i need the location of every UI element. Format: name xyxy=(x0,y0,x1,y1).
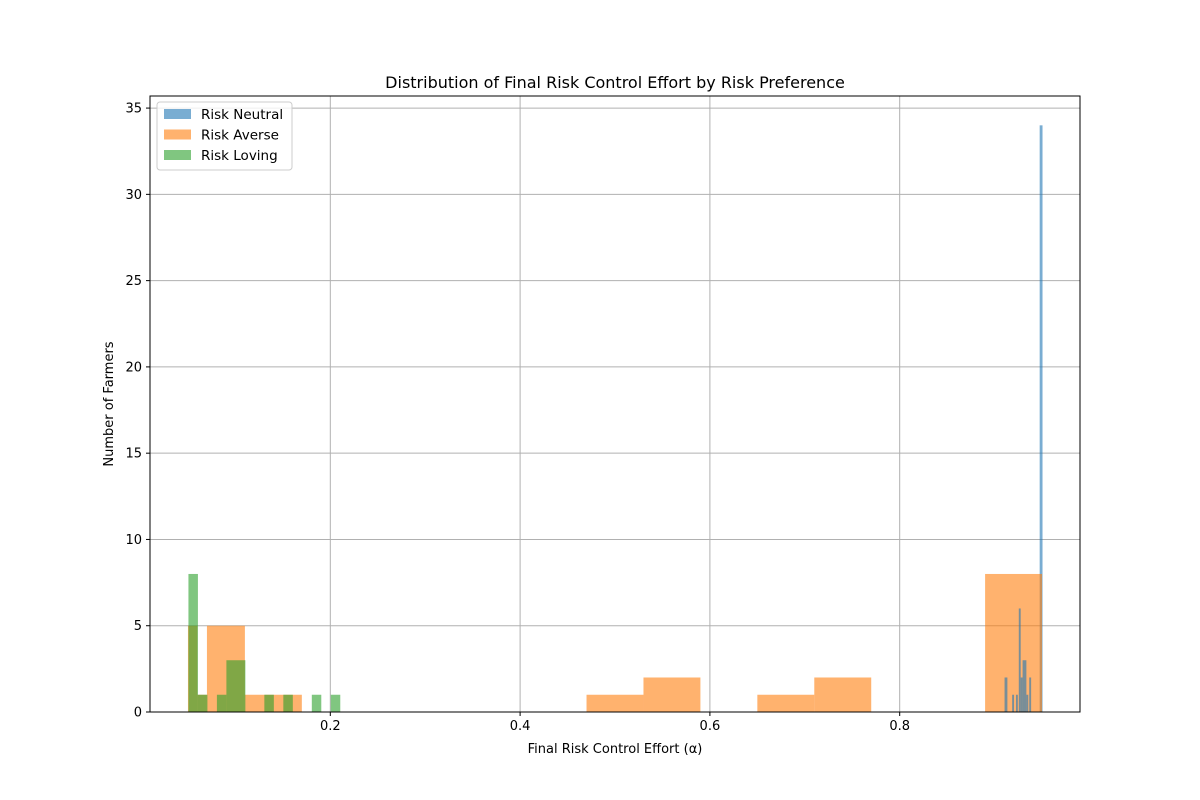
histogram-bars xyxy=(187,125,1043,713)
risk-averse-bar xyxy=(814,677,872,712)
risk-loving-bar xyxy=(330,694,341,712)
risk-neutral-spread-bar xyxy=(1015,694,1018,712)
risk-neutral-spread-bar xyxy=(1012,694,1015,712)
y-tick-label: 35 xyxy=(125,102,142,117)
y-axis-label: Number of Farmers xyxy=(102,341,117,466)
legend-swatch-risk-averse xyxy=(164,129,191,140)
y-tick-label: 20 xyxy=(125,360,142,375)
legend-swatch-risk-loving xyxy=(164,150,191,160)
y-tick-label: 0 xyxy=(134,706,142,721)
risk-loving-bar xyxy=(188,573,198,712)
axis-ticks: 0.2 0.4 0.6 0.8 0 5 10 15 20 25 30 35 xyxy=(125,102,910,734)
risk-averse-bar xyxy=(643,677,701,712)
risk-neutral-spread-bar xyxy=(1026,694,1029,712)
risk-loving-bar xyxy=(283,694,293,712)
risk-neutral-spread-bar xyxy=(1020,677,1023,712)
risk-averse-bar xyxy=(586,694,644,712)
legend: Risk Neutral Risk Averse Risk Loving xyxy=(156,101,293,171)
axes-frame xyxy=(149,95,1081,713)
x-tick-label: 0.4 xyxy=(510,719,531,734)
y-tick-label: 25 xyxy=(125,274,142,289)
risk-loving-bar xyxy=(216,694,227,712)
risk-neutral-spread-bar xyxy=(1018,608,1021,712)
risk-neutral-bar xyxy=(1039,125,1043,713)
y-tick-label: 10 xyxy=(125,533,142,548)
chart-title: Distribution of Final Risk Control Effor… xyxy=(385,73,845,92)
risk-neutral-spread-bar xyxy=(1029,677,1032,712)
y-tick-label: 5 xyxy=(134,619,142,634)
legend-swatch-risk-neutral xyxy=(164,109,191,119)
risk-neutral-spread-bar xyxy=(1004,677,1008,712)
grid-lines xyxy=(150,96,1080,713)
risk-loving-bar xyxy=(226,660,246,712)
x-tick-label: 0.8 xyxy=(889,719,910,734)
legend-label-risk-neutral: Risk Neutral xyxy=(201,107,283,123)
legend-label-risk-averse: Risk Averse xyxy=(201,128,279,144)
risk-loving-bar xyxy=(264,694,274,712)
x-axis-label: Final Risk Control Effort (α) xyxy=(528,742,703,757)
risk-loving-bar xyxy=(311,694,322,712)
risk-averse-bar xyxy=(985,573,1043,712)
legend-label-risk-loving: Risk Loving xyxy=(201,148,278,164)
risk-loving-bar xyxy=(197,694,208,712)
risk-averse-bar xyxy=(757,694,815,712)
y-tick-label: 30 xyxy=(125,188,142,203)
y-tick-label: 15 xyxy=(125,447,142,462)
risk-neutral-spread-bar xyxy=(1022,660,1027,712)
x-tick-label: 0.6 xyxy=(700,719,721,734)
x-tick-label: 0.2 xyxy=(320,719,341,734)
